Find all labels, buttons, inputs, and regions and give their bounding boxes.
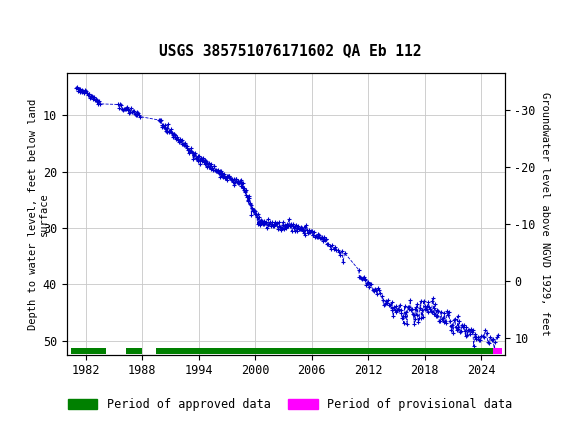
Y-axis label: Depth to water level, feet below land
surface: Depth to water level, feet below land su… bbox=[28, 98, 49, 329]
Text: ≋: ≋ bbox=[7, 8, 28, 32]
Legend: Period of approved data, Period of provisional data: Period of approved data, Period of provi… bbox=[63, 393, 517, 415]
Text: USGS 385751076171602 QA Eb 112: USGS 385751076171602 QA Eb 112 bbox=[159, 43, 421, 58]
Text: USGS: USGS bbox=[38, 11, 93, 29]
Y-axis label: Groundwater level above NGVD 1929, feet: Groundwater level above NGVD 1929, feet bbox=[540, 92, 550, 336]
